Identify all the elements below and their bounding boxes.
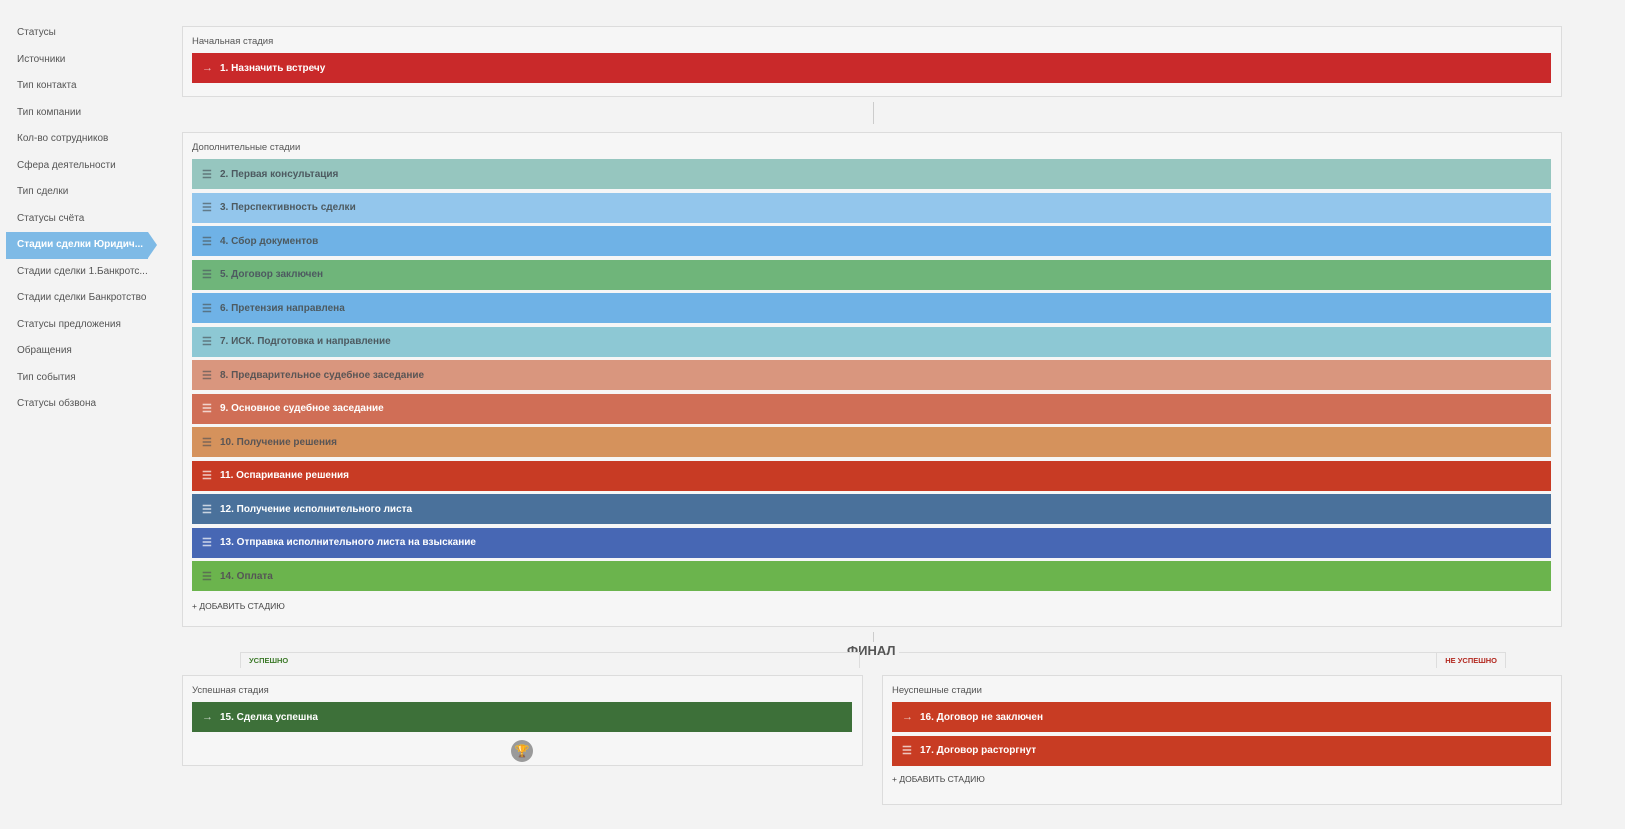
sidebar-item[interactable]: Сфера деятельности xyxy=(17,159,116,171)
box-title: Неуспешные стадии xyxy=(892,685,982,696)
success-tag: УСПЕШНО xyxy=(240,652,860,668)
connector-line xyxy=(873,632,874,642)
stage-row[interactable]: ☰ 11. Оспаривание решения xyxy=(192,460,1551,491)
stage-row[interactable]: ☰ 17. Договор расторгнут xyxy=(892,735,1551,766)
drag-handle-icon[interactable]: ☰ xyxy=(202,302,212,315)
drag-handle-icon[interactable]: ☰ xyxy=(202,537,212,549)
stage-label[interactable]: 4. Сбор документов xyxy=(220,235,319,247)
sidebar-item[interactable]: Тип сделки xyxy=(17,186,69,197)
sidebar-item[interactable]: Тип компании xyxy=(17,106,82,118)
add-stage-button[interactable]: + ДОБАВИТЬ СТАДИЮ xyxy=(192,601,285,611)
initial-stage-box: Начальная стадия → 1. Назначить встречу xyxy=(182,26,1562,97)
sidebar-item[interactable]: Стадии сделки Банкротство xyxy=(17,292,147,303)
sidebar: Статусы Источники Тип контакта Тип компании… xyxy=(0,20,170,418)
arrow-right-icon[interactable]: → xyxy=(902,711,913,723)
drag-handle-icon[interactable]: ☰ xyxy=(202,503,212,516)
sidebar-item[interactable]: Статусы счёта xyxy=(17,212,85,224)
fail-stages-box: Неуспешные стадии → 16. Договор не заключ… xyxy=(882,675,1562,805)
stage-label[interactable]: 5. Договор заключен xyxy=(220,269,324,280)
stage-label[interactable]: 6. Претензия направлена xyxy=(220,302,345,314)
stage-label[interactable]: 10. Получение решения xyxy=(220,436,337,448)
box-title: Начальная стадия xyxy=(192,36,274,47)
stage-label[interactable]: 14. Оплата xyxy=(220,570,273,582)
stage-row[interactable]: → 16. Договор не заключен xyxy=(892,702,1551,732)
arrow-right-icon: → xyxy=(202,62,213,74)
stage-label[interactable]: 15. Сделка успешна xyxy=(220,711,318,723)
drag-handle-icon[interactable]: ☰ xyxy=(202,269,212,281)
drag-handle-icon[interactable]: ☰ xyxy=(902,745,912,757)
drag-handle-icon[interactable]: ☰ xyxy=(202,235,212,248)
stage-row[interactable]: ☰ 14. Оплата xyxy=(192,561,1551,591)
stage-row[interactable]: ☰ 13. Отправка исполнительного листа на в… xyxy=(192,527,1551,558)
stage-row[interactable]: ☰ 7. ИСК. Подготовка и направление xyxy=(192,326,1551,357)
connector-line xyxy=(873,102,874,124)
stage-label[interactable]: 3. Перспективность сделки xyxy=(220,202,356,213)
drag-handle-icon[interactable]: ☰ xyxy=(202,470,212,482)
fail-tag: НЕ УСПЕШНО xyxy=(1436,652,1506,668)
stage-label[interactable]: 12. Получение исполнительного листа xyxy=(220,503,413,515)
drag-handle-icon[interactable]: ☰ xyxy=(202,436,212,449)
stage-label[interactable]: 7. ИСК. Подготовка и направление xyxy=(220,336,391,347)
final-header: ФИНАЛ УСПЕШНО НЕ УСПЕШНО xyxy=(240,640,1506,668)
sidebar-item[interactable]: Статусы обзвона xyxy=(17,398,97,409)
stage-row[interactable]: ☰ 8. Предварительное судебное заседание xyxy=(192,360,1551,390)
stage-label[interactable]: 1. Назначить встречу xyxy=(220,62,326,74)
stage-label[interactable]: 8. Предварительное судебное заседание xyxy=(220,369,425,381)
add-stage-button[interactable]: + ДОБАВИТЬ СТАДИЮ xyxy=(892,773,985,784)
sidebar-item[interactable]: Стадии сделки Юридич... xyxy=(6,232,157,259)
stage-row[interactable]: → 15. Сделка успешна xyxy=(192,702,852,732)
box-title: Дополнительные стадии xyxy=(192,142,301,153)
sidebar-item[interactable]: Источники xyxy=(17,53,66,65)
stage-label[interactable]: 13. Отправка исполнительного листа на вз… xyxy=(220,537,476,548)
stage-row[interactable]: ☰ 10. Получение решения xyxy=(192,427,1551,457)
stage-row[interactable]: → 1. Назначить встречу xyxy=(192,53,1551,83)
sidebar-item[interactable]: Статусы xyxy=(17,27,56,38)
success-stage-box: Успешная стадия → 15. Сделка успешна 🏆 xyxy=(182,675,863,766)
drag-handle-icon[interactable]: ☰ xyxy=(202,336,212,348)
stage-row[interactable]: ☰ 3. Перспективность сделки xyxy=(192,192,1551,223)
sidebar-item[interactable]: Тип контакта xyxy=(17,80,77,91)
stage-row[interactable]: ☰ 5. Договор заключен xyxy=(192,259,1551,290)
trophy-icon: 🏆 xyxy=(511,740,533,762)
stage-row[interactable]: ☰ 9. Основное судебное заседание xyxy=(192,393,1551,424)
sidebar-item[interactable]: Тип события xyxy=(17,371,76,383)
stage-row[interactable]: ☰ 6. Претензия направлена xyxy=(192,293,1551,323)
stage-label[interactable]: 17. Договор расторгнут xyxy=(920,745,1037,756)
drag-handle-icon[interactable]: ☰ xyxy=(202,403,212,415)
stage-row[interactable]: ☰ 4. Сбор документов xyxy=(192,226,1551,256)
drag-handle-icon[interactable]: ☰ xyxy=(202,168,212,181)
stage-row[interactable]: ☰ 12. Получение исполнительного листа xyxy=(192,494,1551,524)
drag-handle-icon[interactable]: ☰ xyxy=(202,570,212,583)
sidebar-item[interactable]: Стадии сделки 1.Банкротс... xyxy=(17,265,148,277)
stage-label[interactable]: 16. Договор не заключен xyxy=(920,711,1044,723)
stage-label[interactable]: 9. Основное судебное заседание xyxy=(220,403,384,414)
stage-label[interactable]: 11. Оспаривание решения xyxy=(220,470,350,481)
sidebar-item[interactable]: Кол-во сотрудников xyxy=(17,133,109,144)
arrow-right-icon: → xyxy=(202,711,213,723)
additional-stages-box: Дополнительные стадии ☰ 2. Первая консуль… xyxy=(182,132,1562,627)
sidebar-item[interactable]: Обращения xyxy=(17,345,72,356)
stage-row[interactable]: ☰ 2. Первая консультация xyxy=(192,159,1551,189)
stage-label[interactable]: 2. Первая консультация xyxy=(220,168,339,180)
sidebar-item[interactable]: Статусы предложения xyxy=(17,318,121,330)
drag-handle-icon[interactable]: ☰ xyxy=(202,202,212,214)
drag-handle-icon[interactable]: ☰ xyxy=(202,369,212,382)
box-title: Успешная стадия xyxy=(192,685,269,696)
